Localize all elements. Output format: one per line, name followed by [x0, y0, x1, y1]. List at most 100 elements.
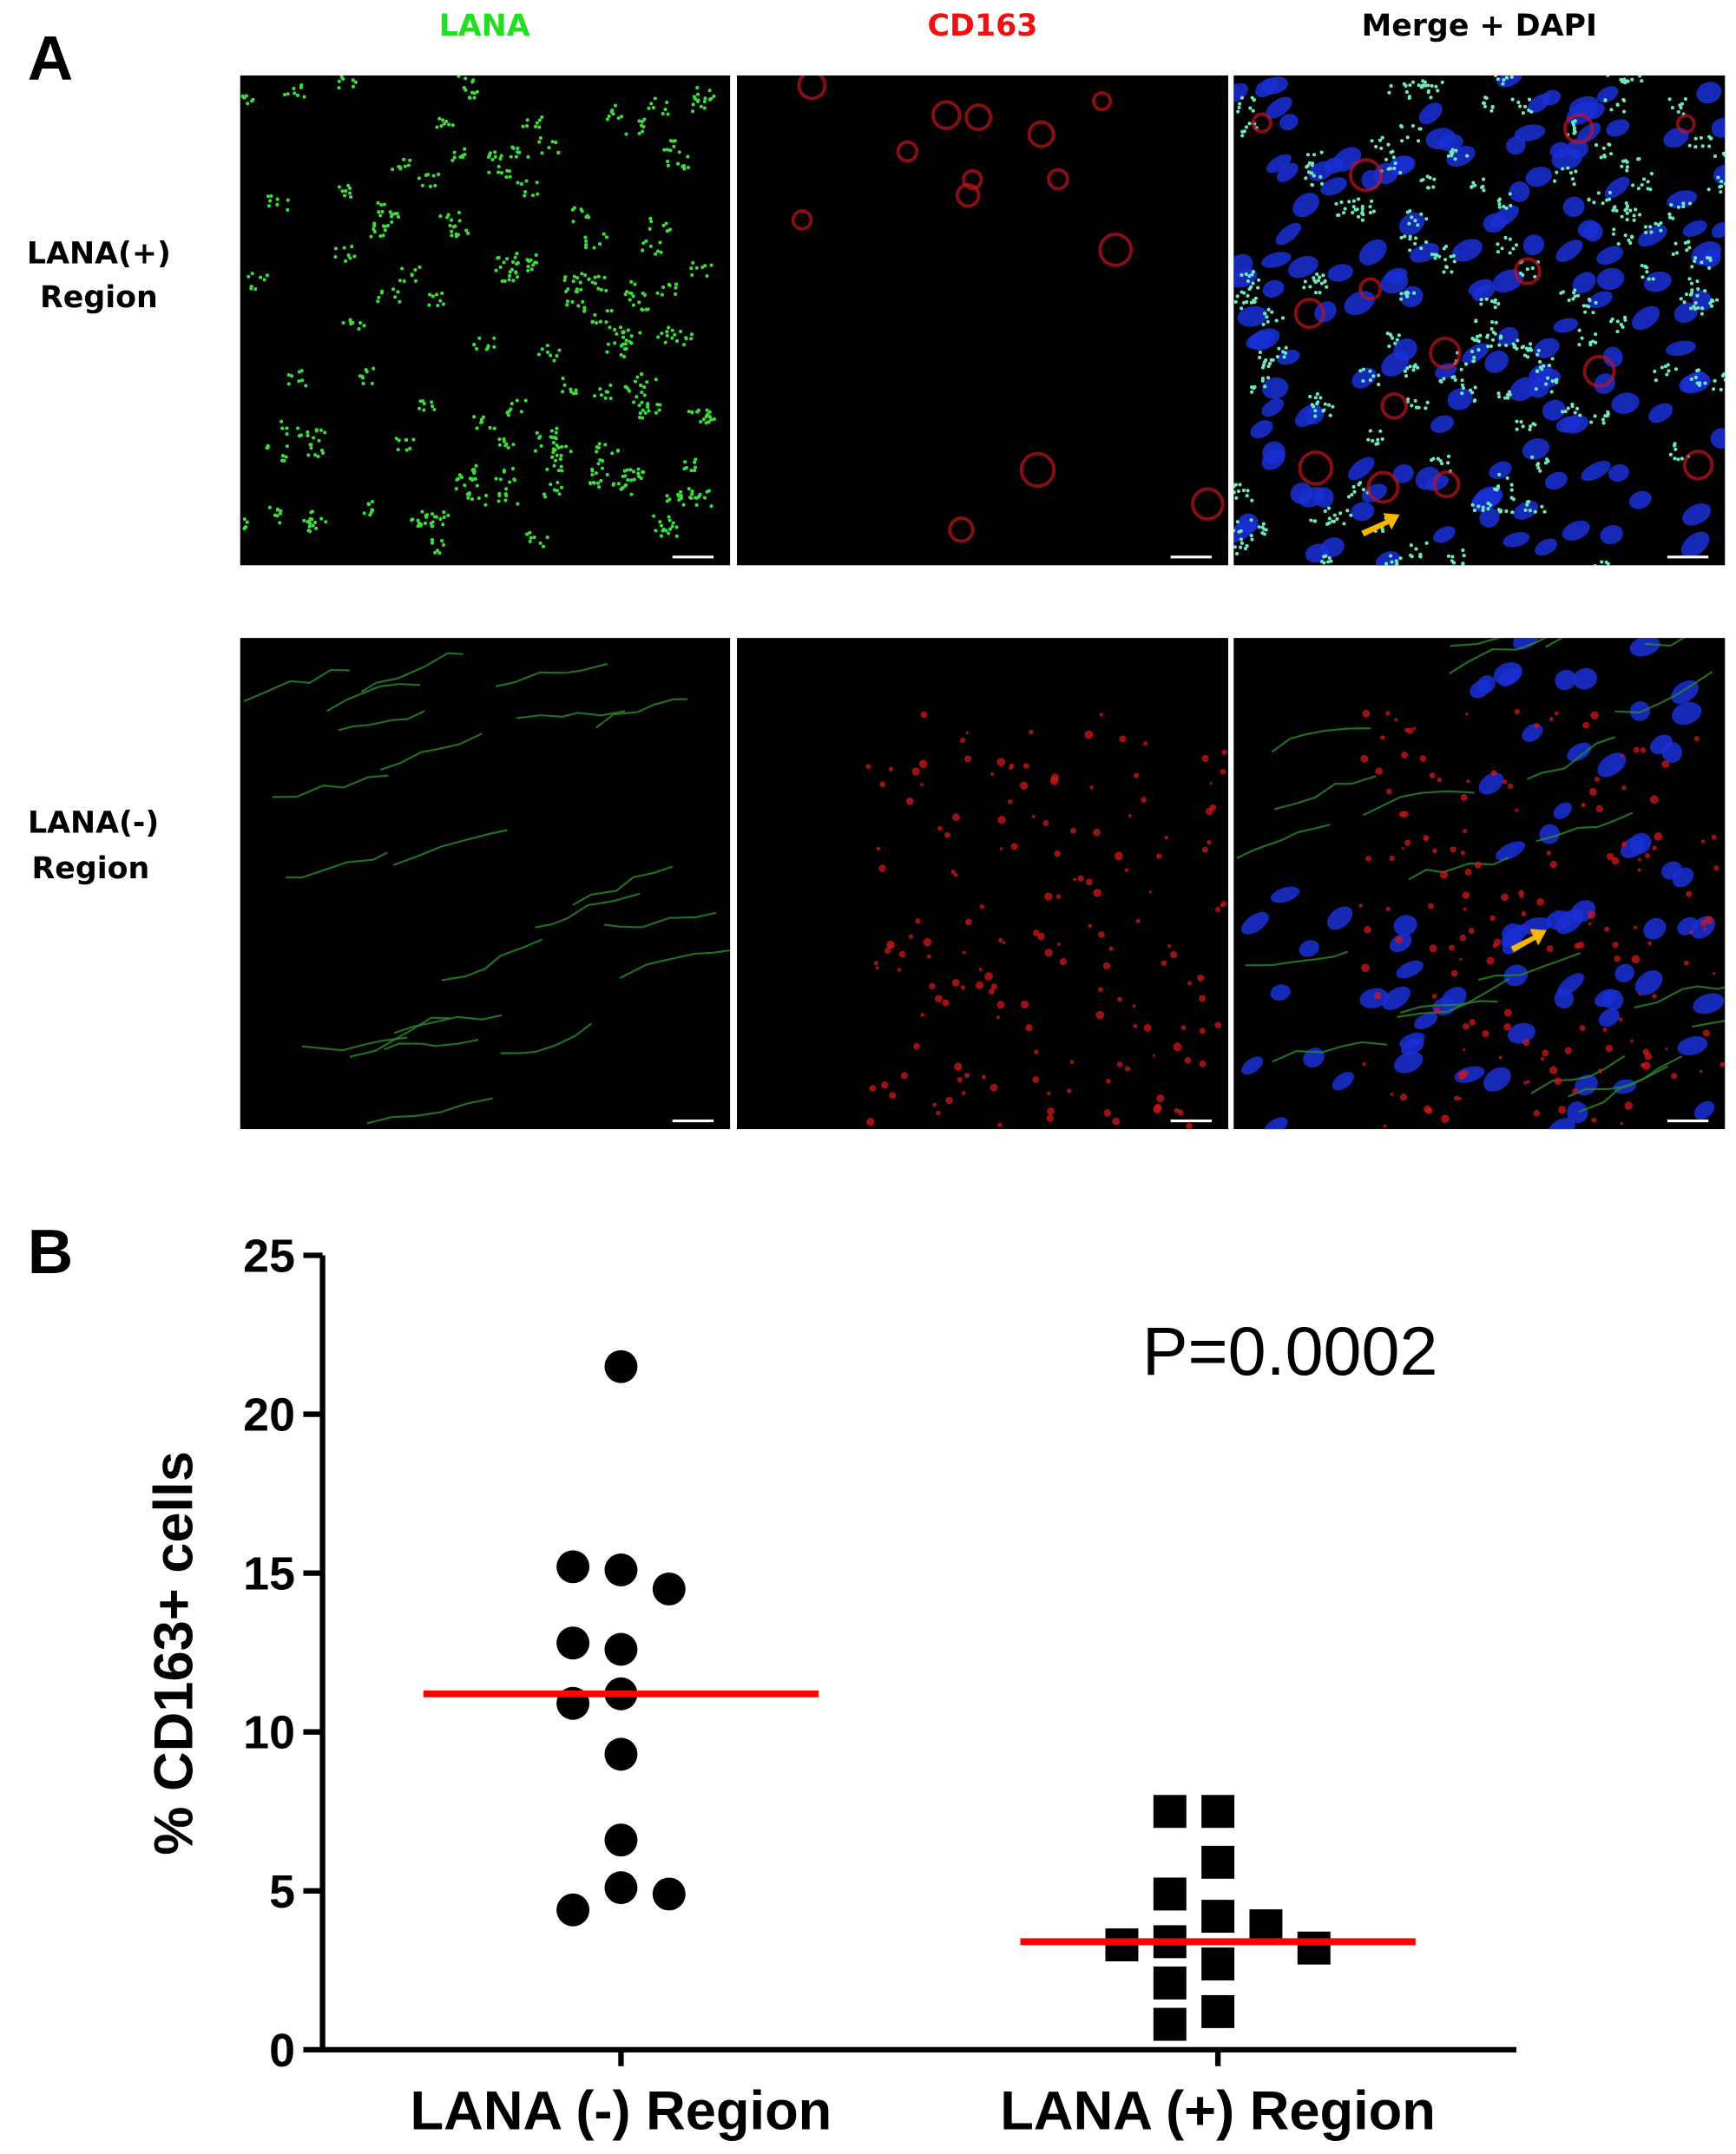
- lana-dot: [232, 92, 235, 95]
- lana-dot: [1450, 270, 1454, 274]
- cd163-speck: [950, 869, 956, 875]
- lana-dot: [1530, 455, 1535, 459]
- lana-dot: [1351, 484, 1356, 489]
- lana-dot: [267, 505, 272, 509]
- cd163-speck: [1432, 848, 1437, 854]
- lana-dot: [1727, 155, 1731, 159]
- fiber: [392, 829, 508, 866]
- lana-dot: [1533, 509, 1537, 514]
- lana-dot: [1245, 299, 1249, 304]
- cd163-speck: [1572, 1087, 1578, 1094]
- lana-dot: [1446, 461, 1450, 465]
- lana-dot: [596, 274, 601, 279]
- lana-dot: [507, 278, 511, 282]
- cd163-cell: [1675, 114, 1696, 135]
- lana-dot: [560, 444, 564, 449]
- fiber: [384, 1039, 479, 1051]
- cd163-cell: [1380, 391, 1409, 420]
- panel-label: B: [28, 1217, 74, 1287]
- lana-dot: [636, 467, 641, 471]
- lana-dot: [1673, 442, 1677, 446]
- lana-dot: [616, 116, 621, 121]
- cd163-speck: [1554, 711, 1559, 716]
- lana-dot: [1246, 293, 1250, 298]
- lana-dot: [1598, 571, 1601, 575]
- lana-dot: [1481, 509, 1485, 513]
- fiber: [1477, 952, 1581, 982]
- lana-dot: [242, 517, 247, 522]
- nucleus: [1632, 305, 1660, 331]
- nucleus: [1677, 1036, 1708, 1056]
- lana-dot: [1315, 391, 1319, 397]
- lana-dot: [273, 513, 277, 517]
- lana-dot: [1475, 334, 1480, 338]
- lana-dot: [496, 499, 501, 503]
- lana-dot: [1251, 270, 1256, 274]
- cd163-cell: [1358, 277, 1383, 301]
- cd163-speck: [1683, 960, 1689, 966]
- nucleus: [1327, 264, 1353, 282]
- lana-dot: [1408, 248, 1412, 253]
- lana-dot: [690, 109, 695, 114]
- lana-dot: [1547, 364, 1551, 368]
- lana-dot: [266, 443, 270, 448]
- lana-dot: [1615, 102, 1620, 108]
- lana-dot: [1669, 203, 1674, 207]
- lana-dot: [1699, 135, 1703, 140]
- lana-dot: [348, 319, 352, 323]
- lana-dot: [1609, 319, 1614, 324]
- cd163-speck: [1590, 711, 1599, 720]
- cd163-speck: [1401, 847, 1404, 850]
- cd163-speck: [997, 816, 1006, 824]
- lana-dot: [1517, 104, 1522, 108]
- lana-dot: [686, 154, 690, 159]
- lana-dot: [1621, 325, 1625, 329]
- lana-dot: [324, 520, 328, 524]
- lana-dot: [1233, 545, 1237, 549]
- lana-dot: [259, 275, 263, 279]
- lana-dot: [346, 183, 351, 187]
- lana-dot: [1308, 394, 1312, 399]
- lana-dot: [285, 444, 289, 449]
- cd163-speck: [1031, 814, 1036, 818]
- lana-dot: [1349, 513, 1353, 517]
- lana-dot: [1637, 213, 1642, 217]
- cd163-speck: [936, 1110, 941, 1116]
- lana-dot: [605, 117, 609, 121]
- lana-dot: [511, 443, 516, 447]
- cd163-speck: [999, 847, 1003, 850]
- lana-dot: [1712, 387, 1716, 391]
- lana-dot: [361, 381, 365, 386]
- lana-dot: [1628, 208, 1633, 213]
- lana-dot: [369, 234, 373, 239]
- lana-dot: [1630, 234, 1634, 239]
- cd163-speck: [1036, 932, 1045, 941]
- lana-dot: [1460, 383, 1464, 387]
- lana-dot: [598, 387, 602, 391]
- lana-dot: [1648, 187, 1653, 192]
- lana-dot: [312, 521, 318, 525]
- lana-dot: [391, 167, 395, 172]
- lana-dot: [1493, 332, 1497, 336]
- lana-dot: [1497, 205, 1502, 209]
- cd163-speck: [1424, 1105, 1432, 1113]
- lana-dot: [661, 528, 666, 532]
- nucleus: [1393, 915, 1417, 936]
- lana-dot: [1374, 144, 1378, 149]
- nucleus: [1710, 428, 1726, 449]
- lana-dot: [599, 478, 603, 483]
- nucleus: [1643, 917, 1667, 940]
- lana-dot: [613, 103, 618, 108]
- lana-dot: [550, 455, 555, 459]
- lana-dot: [500, 279, 504, 283]
- lana-dot: [1241, 488, 1246, 493]
- lana-dot: [667, 497, 672, 502]
- lana-dot: [390, 213, 394, 217]
- lana-dot: [1352, 489, 1357, 494]
- cd163-speck: [1044, 949, 1053, 957]
- lana-dot: [1489, 299, 1495, 304]
- lana-dot: [610, 108, 615, 113]
- lana-dot: [1591, 311, 1595, 315]
- lana-dot: [1339, 200, 1344, 205]
- lana-dot: [431, 512, 435, 516]
